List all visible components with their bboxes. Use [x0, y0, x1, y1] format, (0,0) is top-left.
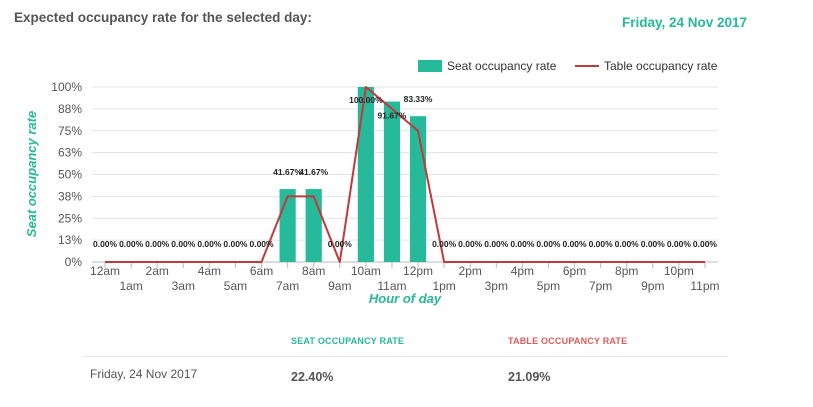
y-tick-label: 13%: [58, 233, 82, 247]
x-tick-label: 8am: [302, 264, 325, 278]
x-tick-label: 10pm: [664, 264, 694, 278]
x-axis-title: Hour of day: [369, 291, 442, 306]
data-label: 0.00%: [145, 239, 170, 249]
data-label: 0.00%: [667, 239, 692, 249]
data-label: 0.00%: [693, 239, 718, 249]
y-tick-label: 100%: [51, 80, 82, 94]
seat-bar: [357, 87, 374, 262]
data-label: 0.00%: [458, 239, 483, 249]
seat-bar: [409, 116, 427, 262]
x-tick-label: 9am: [328, 279, 351, 293]
x-tick-label: 9pm: [641, 279, 664, 293]
x-tick-label: 5pm: [537, 279, 560, 293]
table-rate-value: 21.09%: [508, 370, 551, 384]
y-tick-label: 63%: [58, 146, 82, 160]
data-label: 0.00%: [484, 239, 509, 249]
x-tick-label: 1pm: [432, 279, 455, 293]
x-tick-label: 10am: [351, 264, 381, 278]
data-label: 0.00%: [615, 239, 640, 249]
x-tick-label: 6am: [250, 264, 273, 278]
x-tick-label: 11am: [377, 279, 406, 293]
x-tick-label: 1am: [119, 279, 142, 293]
x-tick-label: 6pm: [563, 264, 586, 278]
data-label: 0.00%: [536, 239, 561, 249]
legend-seat-label: Seat occupancy rate: [447, 59, 557, 73]
x-tick-label: 4am: [198, 264, 221, 278]
data-label: 100.00%: [349, 95, 383, 105]
data-label: 83.33%: [404, 94, 433, 104]
x-tick-label: 11pm: [690, 279, 719, 293]
data-label: 0.00%: [562, 239, 587, 249]
x-tick-label: 4pm: [511, 264, 534, 278]
legend-table-label: Table occupancy rate: [604, 59, 718, 73]
seat-rate-heading: SEAT OCCUPANCY RATE: [291, 336, 405, 346]
data-label: 41.67%: [273, 167, 302, 177]
seat-rate-value: 22.40%: [291, 370, 334, 384]
data-label: 41.67%: [299, 167, 328, 177]
x-tick-label: 8pm: [615, 264, 638, 278]
x-tick-label: 3am: [172, 279, 195, 293]
summary-date: Friday, 24 Nov 2017: [90, 367, 198, 381]
data-label: 0.00%: [432, 239, 457, 249]
chart-heading: Expected occupancy rate for the selected…: [14, 10, 312, 25]
data-label: 91.67%: [378, 111, 407, 121]
seat-bar: [383, 101, 401, 262]
x-tick-label: 12am: [90, 264, 120, 278]
y-tick-label: 50%: [58, 168, 82, 182]
y-tick-label: 25%: [58, 211, 82, 225]
data-label: 0.00%: [328, 239, 353, 249]
data-label: 0.00%: [93, 239, 118, 249]
x-tick-label: 7am: [276, 279, 299, 293]
data-label: 0.00%: [249, 239, 274, 249]
legend-seat-swatch: [418, 60, 442, 72]
table-occupancy-line: [105, 86, 705, 263]
x-tick-label: 12pm: [403, 264, 433, 278]
y-tick-label: 75%: [58, 124, 82, 138]
y-axis-title: Seat occupancy rate: [24, 111, 39, 237]
data-label: 0.00%: [589, 239, 614, 249]
x-tick-label: 2pm: [459, 264, 482, 278]
data-label: 0.00%: [119, 239, 144, 249]
y-tick-label: 88%: [58, 102, 82, 116]
x-tick-label: 2am: [146, 264, 169, 278]
data-label: 0.00%: [223, 239, 248, 249]
y-tick-label: 38%: [58, 189, 82, 203]
x-tick-label: 5am: [224, 279, 247, 293]
data-label: 0.00%: [510, 239, 535, 249]
data-label: 0.00%: [171, 239, 196, 249]
x-tick-label: 7pm: [589, 279, 612, 293]
y-tick-label: 0%: [65, 255, 83, 269]
data-label: 0.00%: [641, 239, 666, 249]
data-label: 0.00%: [197, 239, 222, 249]
summary-divider: [84, 356, 728, 357]
seat-bar: [279, 189, 296, 262]
table-rate-heading: TABLE OCCUPANCY RATE: [508, 336, 628, 346]
selected-date: Friday, 24 Nov 2017: [622, 15, 748, 30]
x-tick-label: 3pm: [485, 279, 508, 293]
seat-bar: [305, 189, 322, 262]
